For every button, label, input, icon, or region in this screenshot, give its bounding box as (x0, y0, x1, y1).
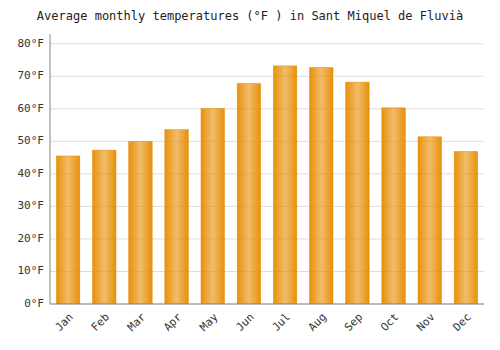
x-tick-label: Oct (378, 311, 401, 334)
chart-container: 0°F 10°F 20°F 30°F 40°F 50°F 60°F 70°F 80°F Jan Fe… (0, 0, 500, 350)
x-tick-label: Mar (125, 310, 149, 334)
grid-line (50, 76, 484, 77)
y-tick-label: 60°F (18, 102, 45, 115)
grid-line (50, 43, 484, 44)
x-tick-label: Jul (270, 311, 293, 334)
y-tick-label: 30°F (18, 199, 45, 212)
bar (418, 137, 442, 304)
bar (273, 66, 297, 304)
bar (129, 141, 153, 304)
bar (309, 68, 333, 304)
y-tick-label: 0°F (24, 297, 44, 310)
x-tick-label: Sep (342, 311, 365, 334)
bar (56, 156, 80, 304)
grid-line (50, 304, 484, 305)
y-axis-line (50, 34, 51, 304)
x-tick-label: Dec (450, 311, 473, 334)
x-tick-label: Jan (53, 311, 76, 334)
y-tick-label: 70°F (18, 69, 45, 82)
bar (92, 150, 116, 304)
x-axis-line (50, 304, 484, 305)
bar (346, 82, 370, 304)
y-tick-label: 10°F (18, 264, 45, 277)
x-tick-label: Jun (233, 311, 256, 334)
y-tick-label: 80°F (18, 37, 45, 50)
chart: 0°F 10°F 20°F 30°F 40°F 50°F 60°F 70°F 80°F Jan Fe… (0, 0, 500, 350)
bars (56, 66, 477, 304)
bar (382, 108, 406, 304)
grid-line (50, 108, 484, 109)
bar (201, 108, 225, 304)
bar (237, 83, 261, 304)
x-tick-label: Apr (161, 310, 185, 334)
bar (454, 151, 478, 304)
title: Average monthly temperatures (°F ) in Sa… (37, 9, 463, 23)
bar (165, 130, 189, 304)
y-tick-label: 40°F (18, 167, 45, 180)
x-tick-label: Nov (414, 310, 438, 334)
grid (50, 44, 484, 304)
y-tick-label: 20°F (18, 232, 45, 245)
x-tick-label: Feb (89, 311, 112, 334)
y-tick-label: 50°F (18, 134, 45, 147)
x-tick-label: May (197, 310, 221, 334)
x-tick-label: Aug (306, 311, 329, 334)
